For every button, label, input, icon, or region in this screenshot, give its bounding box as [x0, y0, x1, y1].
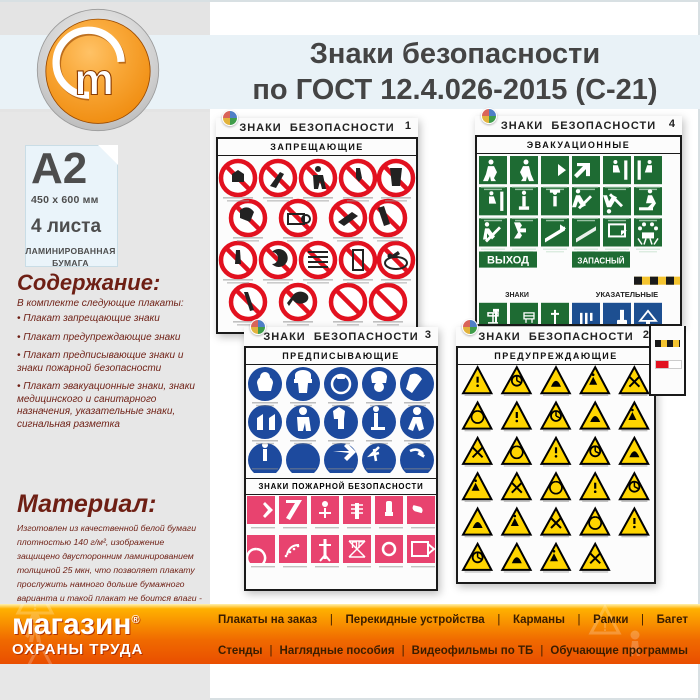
svg-text:ЗНАКИ: ЗНАКИ — [505, 292, 529, 299]
svg-text:ВЫХОД: ВЫХОД — [487, 255, 529, 267]
svg-text:ЗАПАСНЫЙ: ЗАПАСНЫЙ — [577, 257, 624, 266]
svg-text:УКАЗАТЕЛЬНЫЕ: УКАЗАТЕЛЬНЫЕ — [596, 290, 658, 299]
svg-text:m: m — [74, 55, 114, 104]
svg-text:ПГ: ПГ — [351, 540, 363, 550]
